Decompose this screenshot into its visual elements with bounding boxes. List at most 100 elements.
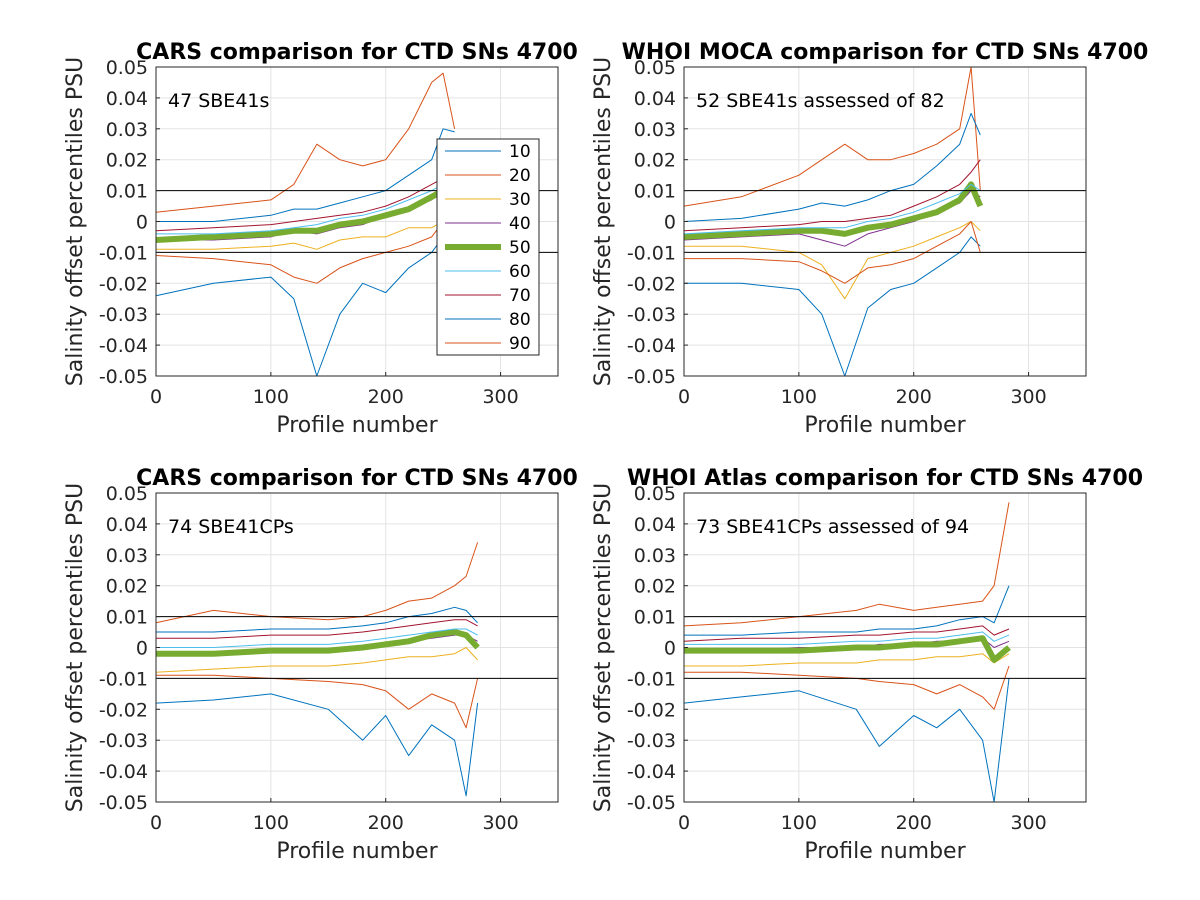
y-tick-label: 0.05 bbox=[634, 57, 676, 79]
y-tick-label: 0.03 bbox=[634, 119, 676, 141]
series-line-30 bbox=[684, 653, 1010, 667]
y-tick-label: 0 bbox=[664, 638, 676, 660]
series-line-20 bbox=[683, 66, 981, 207]
x-axis-label: Profile number bbox=[804, 839, 966, 864]
chart-title: WHOI MOCA comparison for CTD SNs 4700 bbox=[622, 40, 1149, 65]
y-tick-label: 0.04 bbox=[106, 88, 148, 110]
legend-label: 80 bbox=[509, 310, 531, 330]
legend-label: 50 bbox=[509, 238, 531, 258]
legend: 10 20 30 40 50 60 70 80 90 bbox=[436, 138, 540, 356]
annotation-count: 73 SBE41CPs assessed of 94 bbox=[696, 516, 969, 538]
y-tick-label: 0.03 bbox=[634, 545, 676, 567]
legend-label: 70 bbox=[509, 286, 531, 306]
y-tick-label: -0.04 bbox=[99, 761, 148, 783]
y-tick-label: 0.01 bbox=[106, 607, 148, 629]
series-line-10 bbox=[684, 236, 981, 377]
series-line-60 bbox=[684, 631, 1010, 645]
y-tick-label: 0.01 bbox=[106, 181, 148, 203]
x-tick-label: 200 bbox=[368, 812, 404, 834]
series-line-80 bbox=[156, 606, 478, 633]
chart-panel-3: 0 100 200 300 -0.05 -0.04 -0.03 -0.02 -0.01 0 0.01… bbox=[63, 466, 578, 864]
x-tick-label: 0 bbox=[150, 812, 162, 834]
y-tick-label: 0.04 bbox=[634, 514, 676, 536]
y-tick-label: -0.03 bbox=[99, 304, 148, 326]
series-line-90 bbox=[684, 665, 1010, 710]
series-line-30 bbox=[155, 647, 478, 673]
y-tick-label: 0.04 bbox=[106, 514, 148, 536]
series-line-10 bbox=[155, 693, 479, 797]
series-line-50 bbox=[156, 629, 480, 657]
series-line-30 bbox=[684, 221, 981, 300]
x-axis-label: Profile number bbox=[276, 839, 438, 864]
y-tick-label: 0.01 bbox=[634, 181, 676, 203]
x-tick-label: 0 bbox=[150, 386, 162, 408]
y-tick-label: -0.04 bbox=[99, 335, 148, 357]
y-tick-label: -0.05 bbox=[99, 366, 148, 388]
y-tick-label: -0.01 bbox=[99, 668, 148, 690]
y-tick-label: 0 bbox=[664, 212, 676, 234]
series-line-60 bbox=[683, 183, 981, 235]
y-tick-label: 0.04 bbox=[634, 88, 676, 110]
x-tick-label: 200 bbox=[896, 386, 932, 408]
series-line-10 bbox=[683, 678, 1010, 803]
x-axis-label: Profile number bbox=[276, 413, 438, 438]
y-tick-label: 0.03 bbox=[106, 119, 148, 141]
y-tick-label: 0 bbox=[136, 638, 148, 660]
legend-label: 90 bbox=[509, 334, 531, 354]
y-tick-label: -0.02 bbox=[627, 699, 676, 721]
series-line-70 bbox=[683, 159, 981, 232]
series-line-60 bbox=[156, 183, 455, 235]
annotation-count: 47 SBE41s bbox=[168, 90, 269, 112]
y-tick-label: -0.03 bbox=[627, 304, 676, 326]
series-line-20 bbox=[155, 542, 479, 624]
series-line-20 bbox=[155, 72, 456, 213]
y-axis-label: Salinity offset percentiles PSU bbox=[591, 57, 616, 386]
y-tick-label: 0.02 bbox=[106, 150, 148, 172]
x-tick-label: 100 bbox=[253, 812, 289, 834]
y-tick-label: 0.05 bbox=[634, 483, 676, 505]
y-tick-label: -0.03 bbox=[99, 730, 148, 752]
y-tick-label: -0.02 bbox=[99, 699, 148, 721]
y-axis-label: Salinity offset percentiles PSU bbox=[591, 483, 616, 812]
annotation-count: 74 SBE41CPs bbox=[168, 516, 294, 538]
y-tick-label: -0.05 bbox=[627, 792, 676, 814]
series-line-90 bbox=[684, 221, 981, 284]
x-tick-label: 0 bbox=[678, 386, 690, 408]
legend-label: 20 bbox=[509, 166, 531, 186]
y-tick-label: -0.05 bbox=[627, 366, 676, 388]
legend-label: 40 bbox=[509, 214, 531, 234]
y-tick-label: 0.02 bbox=[634, 150, 676, 172]
series-line-70 bbox=[155, 174, 455, 232]
series-line-90 bbox=[156, 674, 479, 729]
x-tick-label: 0 bbox=[678, 812, 690, 834]
x-tick-label: 300 bbox=[482, 386, 518, 408]
chart-title: CARS comparison for CTD SNs 4700 bbox=[136, 466, 578, 491]
x-tick-label: 300 bbox=[482, 812, 518, 834]
annotation-count: 52 SBE41s assessed of 82 bbox=[696, 90, 945, 112]
x-tick-label: 200 bbox=[896, 812, 932, 834]
y-axis-label: Salinity offset percentiles PSU bbox=[63, 57, 88, 386]
chart-title: WHOI Atlas comparison for CTD SNs 4700 bbox=[627, 466, 1143, 491]
chart-title: CARS comparison for CTD SNs 4700 bbox=[136, 40, 578, 65]
series-line-10 bbox=[155, 221, 456, 377]
legend-label: 10 bbox=[509, 142, 531, 162]
y-tick-label: -0.01 bbox=[627, 242, 676, 264]
x-tick-label: 100 bbox=[253, 386, 289, 408]
series-line-90 bbox=[155, 214, 455, 284]
y-tick-label: -0.05 bbox=[99, 792, 148, 814]
y-tick-label: -0.04 bbox=[627, 335, 676, 357]
series-line-50 bbox=[683, 181, 984, 240]
x-tick-label: 300 bbox=[1010, 812, 1046, 834]
x-tick-label: 100 bbox=[781, 812, 817, 834]
chart-panel-2: 0 100 200 300 -0.05 -0.04 -0.03 -0.02 -0.01 0 0.01… bbox=[591, 40, 1148, 438]
series-line-30 bbox=[156, 214, 455, 250]
series-line-70 bbox=[156, 619, 478, 639]
chart-panel-4: 0 100 200 300 -0.05 -0.04 -0.03 -0.02 -0.01 0 0.01… bbox=[591, 466, 1143, 864]
y-tick-label: -0.02 bbox=[99, 273, 148, 295]
y-tick-label: -0.04 bbox=[627, 761, 676, 783]
y-tick-label: 0.02 bbox=[106, 576, 148, 598]
y-tick-label: -0.03 bbox=[627, 730, 676, 752]
y-axis-label: Salinity offset percentiles PSU bbox=[63, 483, 88, 812]
y-tick-label: -0.01 bbox=[627, 668, 676, 690]
